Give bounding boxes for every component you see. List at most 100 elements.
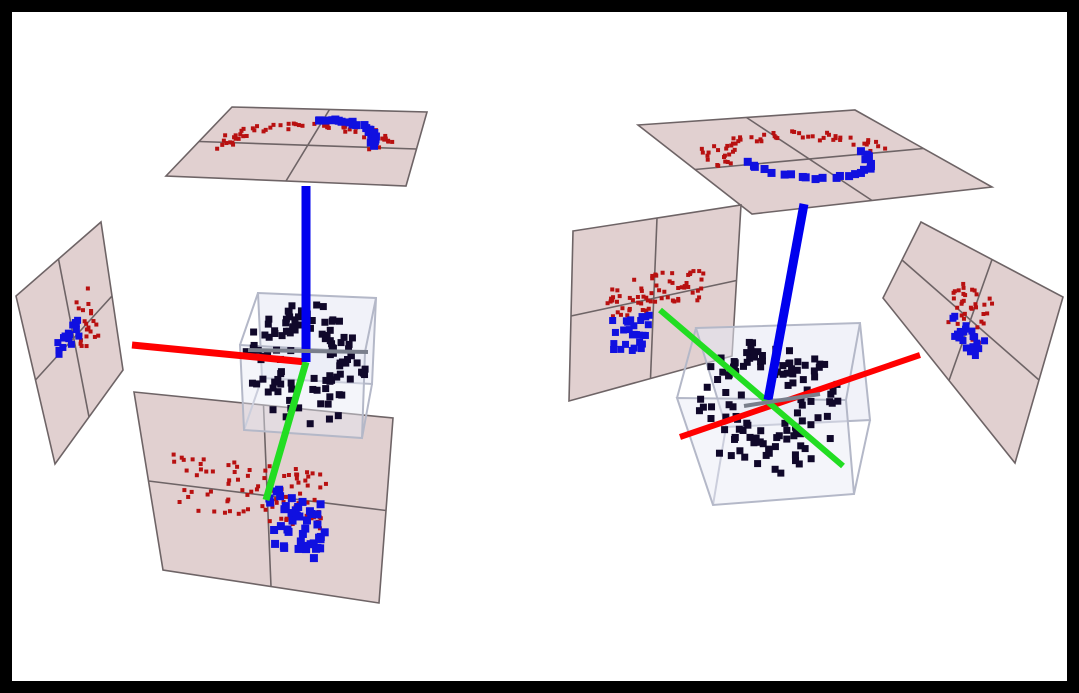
right-right-blue-point xyxy=(975,345,983,353)
left-side-blue-point xyxy=(69,321,77,329)
left-point-cloud-point xyxy=(308,316,316,324)
right-left-red-point xyxy=(670,280,675,285)
right-top-blue-point xyxy=(767,168,776,177)
left-side-blue-point xyxy=(59,343,67,351)
right-left-red-point xyxy=(627,295,632,300)
left-y-axis xyxy=(262,361,310,501)
left-top-red-point xyxy=(326,125,331,130)
right-point-cloud-point xyxy=(765,449,773,457)
right-top-red-point xyxy=(866,138,871,143)
left-top-red-point xyxy=(383,136,388,141)
right-right-blue-point xyxy=(956,327,964,335)
right-top-blue-point xyxy=(832,173,841,182)
right-left-red-point xyxy=(672,299,677,304)
left-top-red-point xyxy=(341,125,346,130)
right-top-red-point xyxy=(817,138,822,143)
right-top-red-point xyxy=(797,131,802,136)
right-z-axis xyxy=(763,203,809,401)
right-point-cloud-point xyxy=(699,403,707,411)
right-left-red-point xyxy=(657,288,662,293)
left-point-cloud-point xyxy=(342,359,350,367)
right-top-red-point xyxy=(731,136,736,141)
left-point-cloud-point xyxy=(361,365,369,373)
left-front-red-point xyxy=(281,499,286,504)
right-point-cloud-point xyxy=(797,396,805,404)
right-left-red-point xyxy=(660,270,665,275)
left-front-red-point xyxy=(186,494,191,499)
left-side-red-point xyxy=(76,306,81,311)
left-side-red-point xyxy=(80,308,85,313)
left-front-red-point xyxy=(235,477,240,482)
right-top-blue-point xyxy=(811,175,820,184)
right-point-cloud-point xyxy=(783,369,791,377)
right-top-blue-point xyxy=(856,147,865,156)
right-left-red-point xyxy=(649,291,654,296)
left-point-cloud-point xyxy=(291,316,299,324)
right-point-cloud-point xyxy=(735,425,743,433)
left-front-blue-point xyxy=(302,545,311,554)
left-point-cloud-point xyxy=(271,330,279,338)
left-top-red-point xyxy=(390,139,395,144)
left-point-cloud-point xyxy=(265,315,273,323)
right-point-cloud-point xyxy=(814,414,822,422)
left-point-cloud-point xyxy=(317,400,325,408)
left-point-cloud-point xyxy=(288,302,296,310)
left-front-blue-point xyxy=(307,510,316,519)
left-side-blue-point xyxy=(75,332,83,340)
right-top-blue-point xyxy=(818,173,827,182)
left-front-red-point xyxy=(208,489,213,494)
right-left-red-point xyxy=(701,271,706,276)
left-front-red-point xyxy=(232,460,237,465)
left-front-red-point xyxy=(260,504,265,509)
right-top-red-point xyxy=(826,132,831,137)
left-top-red-point xyxy=(296,123,301,128)
left-point-cloud-point xyxy=(335,317,343,325)
left-point-cloud-point xyxy=(297,307,305,315)
right-point-cloud-point xyxy=(739,426,747,434)
left-front-blue-point xyxy=(280,505,289,514)
right-top-red-point xyxy=(705,157,710,162)
right-point-cloud-point xyxy=(771,465,779,473)
left-front-blue-point xyxy=(302,516,311,525)
left-front-red-point xyxy=(249,489,254,494)
left-point-cloud-point xyxy=(337,339,345,347)
left-front-red-point xyxy=(303,478,308,483)
left-top-red-point xyxy=(228,140,233,145)
left-front-red-point xyxy=(309,516,314,521)
right-point-cloud-point xyxy=(829,387,837,395)
left-front-red-point xyxy=(318,472,323,477)
left-point-cloud-point xyxy=(294,313,302,321)
left-front-red-point xyxy=(227,509,232,514)
left-point-cloud-point xyxy=(269,384,277,392)
left-side-red-point xyxy=(86,301,91,306)
right-point-cloud-point xyxy=(743,358,751,366)
left-point-cloud-point xyxy=(326,372,334,380)
left-view-panel xyxy=(15,106,429,604)
right-view-panel xyxy=(568,109,1064,507)
left-point-cloud-point xyxy=(277,380,285,388)
left-front-blue-point xyxy=(312,544,321,553)
left-cube-axis-shadow xyxy=(247,348,369,354)
right-point-cloud-point xyxy=(722,413,730,421)
right-right-red-point xyxy=(981,312,986,317)
left-cube-edge xyxy=(239,292,259,346)
right-top-red xyxy=(699,129,888,168)
right-right-blue-point xyxy=(971,352,979,360)
right-left-red-point xyxy=(654,283,659,288)
right-point-cloud-point xyxy=(828,399,836,407)
right-left-plane xyxy=(568,204,742,403)
right-point-cloud-point xyxy=(748,348,756,356)
right-left-red-point xyxy=(627,306,632,311)
left-side-red-point xyxy=(84,321,89,326)
right-point-cloud-point xyxy=(746,354,754,362)
right-right-red-point xyxy=(961,281,966,286)
right-left-red-point xyxy=(676,298,681,303)
left-side-blue-point xyxy=(54,339,62,347)
left-side-red-point xyxy=(92,334,97,339)
right-right-plane-grid-line xyxy=(948,259,993,381)
right-top-blue-point xyxy=(851,170,860,179)
right-right-plane-surface xyxy=(882,220,1064,465)
left-top-blue-point xyxy=(352,121,361,130)
left-front-red-point xyxy=(298,491,303,496)
left-front-red-point xyxy=(284,517,289,522)
